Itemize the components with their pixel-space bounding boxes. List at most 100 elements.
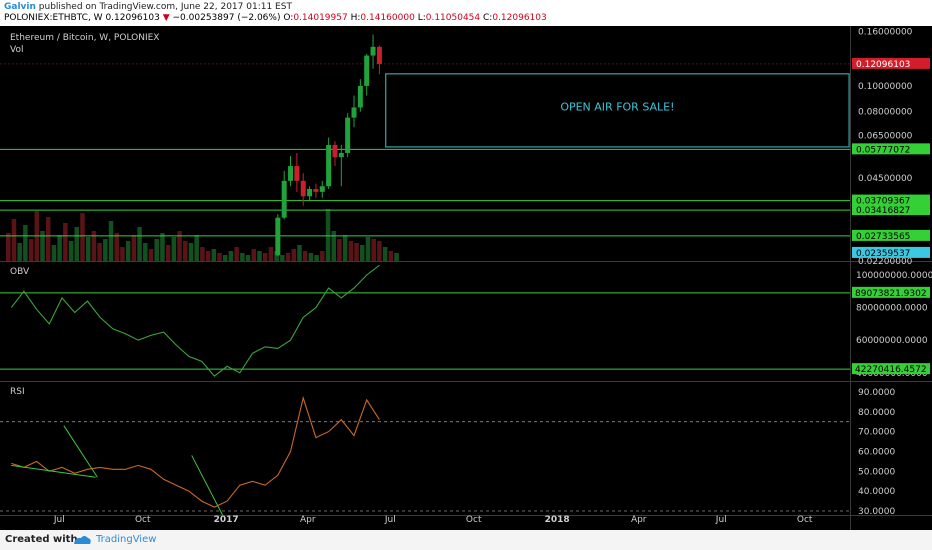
volume-bar — [337, 239, 342, 261]
author-name[interactable]: Galvin — [4, 2, 36, 12]
volume-bar — [268, 247, 274, 261]
volume-bar — [11, 219, 17, 261]
price-tick-label: 0.16000000 — [858, 28, 913, 38]
obv-pane-title: OBV — [10, 267, 30, 277]
volume-bar — [348, 241, 354, 261]
volume-bar — [23, 225, 28, 261]
publish-info: published on TradingView.com, June 22, 2… — [38, 2, 292, 12]
candle-body — [332, 144, 338, 158]
volume-bar — [280, 255, 285, 261]
volume-bar — [188, 243, 194, 261]
candle-body — [275, 217, 281, 256]
candle-body — [370, 46, 376, 56]
volume-bar — [342, 235, 348, 261]
volume-bar — [97, 243, 102, 261]
down-arrow-icon: ▼ — [162, 13, 170, 23]
volume-bar — [234, 247, 239, 261]
volume-bar — [148, 249, 154, 261]
rsi-tick-label: 30.0000 — [858, 507, 895, 517]
volume-bar — [68, 241, 74, 261]
created-with-label: Created with — [5, 534, 78, 545]
volume-label: Vol — [10, 45, 23, 55]
volume-bar — [302, 251, 308, 261]
candle-body — [345, 117, 351, 153]
time-axis-label: Apr — [631, 515, 647, 525]
rsi-tick-label: 50.0000 — [858, 467, 895, 477]
time-axis-label: Oct — [135, 515, 151, 525]
price-label-tag — [852, 57, 930, 69]
volume-bar — [91, 231, 97, 261]
volume-bar — [40, 231, 45, 261]
volume-bar — [245, 255, 251, 261]
chart-background — [0, 26, 932, 530]
volume-bar — [365, 237, 371, 261]
volume-bar — [314, 255, 319, 261]
obv-label-text: 89073821.9302 — [855, 289, 927, 299]
rsi-tick-label: 80.0000 — [858, 408, 895, 418]
time-axis-label: Oct — [466, 515, 482, 525]
volume-bar — [200, 247, 205, 261]
volume-bar — [17, 243, 22, 261]
volume-bar — [154, 239, 159, 261]
volume-bar — [143, 243, 148, 261]
volume-bar — [120, 247, 125, 261]
candle-body — [319, 186, 325, 192]
open-label: O: — [283, 13, 294, 23]
price-label-tag — [852, 143, 930, 155]
time-axis-label: 2018 — [545, 515, 570, 525]
obv-line — [10, 264, 380, 377]
price-tick-label: 0.08000000 — [858, 108, 913, 118]
price-label-text: 0.02359537 — [856, 249, 910, 259]
volume-bar — [320, 251, 325, 261]
last-price: 0.12096103 — [105, 13, 160, 23]
volume-bar — [28, 239, 34, 261]
price-label-text: 0.03709367 — [856, 197, 910, 207]
volume-bar — [74, 227, 80, 261]
price-label-tag — [852, 194, 930, 206]
volume-bar — [251, 249, 257, 261]
price-pane-title: Ethereum / Bitcoin, W, POLONIEX — [10, 33, 159, 43]
volume-bar — [354, 243, 359, 261]
volume-bar — [205, 251, 211, 261]
volume-bar — [165, 245, 171, 261]
candle-body — [326, 144, 332, 187]
volume-bar — [85, 237, 91, 261]
trend-line — [63, 425, 98, 478]
volume-bar — [331, 231, 336, 261]
trend-line — [11, 464, 96, 478]
rsi-pane-title: RSI — [10, 387, 25, 397]
rsi-line — [11, 395, 380, 508]
chart-area[interactable]: OPEN AIR FOR SALE! 0.16000000 0.10000000 0.… — [0, 26, 932, 530]
volume-bar — [80, 213, 85, 261]
volume-bar — [240, 253, 245, 261]
candle-body — [281, 180, 287, 218]
candle-body — [294, 166, 300, 181]
rsi-tick-label: 70.0000 — [858, 428, 895, 438]
obv-tick-label: 80000000.0000 — [856, 304, 928, 314]
tradingview-brand[interactable]: TradingView — [96, 534, 157, 545]
candle-body — [376, 46, 382, 64]
rsi-tick-label: 90.0000 — [858, 388, 895, 398]
open-value: 0.14019957 — [293, 13, 348, 23]
obv-label-tag — [852, 363, 930, 375]
time-axis-label: 2017 — [214, 515, 239, 525]
volume-bar — [360, 245, 365, 261]
price-tick-label: 0.10000000 — [858, 82, 913, 92]
obv-tick-label: 100000000.0000 — [856, 271, 932, 281]
volume-bar — [160, 233, 165, 261]
price-change: −0.00253897 (−2.06%) — [172, 13, 281, 23]
trend-line — [191, 455, 223, 516]
candle-body — [307, 189, 313, 197]
candle-body — [357, 85, 363, 108]
low-label: L: — [417, 13, 426, 23]
price-label-text: 0.05777072 — [856, 145, 910, 155]
candle-body — [338, 152, 344, 158]
volume-bar — [377, 241, 382, 261]
price-label-text: 0.03416827 — [856, 206, 910, 216]
volume-bar — [291, 249, 297, 261]
rsi-tick-label: 60.0000 — [858, 447, 895, 457]
ohlc-line: POLONIEX:ETHBTC, W 0.12096103 ▼ −0.00253… — [4, 13, 547, 23]
volume-bar — [194, 235, 199, 261]
volume-bar — [57, 235, 62, 261]
volume-bar — [325, 209, 331, 261]
